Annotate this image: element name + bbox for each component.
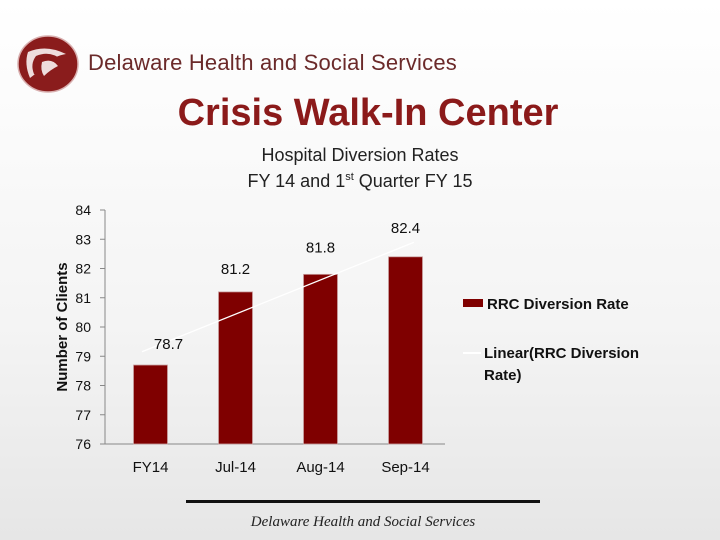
chart-subtitle-line1: Hospital Diversion Rates <box>261 145 459 165</box>
legend-label-trendline: Linear(RRC Diversion Rate) <box>484 345 639 384</box>
page-title: Crisis Walk-In Center <box>177 92 559 134</box>
y-tick-label: 76 <box>75 436 91 452</box>
bar <box>388 256 423 445</box>
data-label: 81.8 <box>306 239 335 256</box>
y-tick-label: 80 <box>75 319 91 335</box>
footer-text: Delaware Health and Social Services <box>250 514 476 530</box>
data-label: 81.2 <box>221 261 250 278</box>
bar <box>303 273 338 445</box>
x-tick-label: FY14 <box>133 459 169 476</box>
bar <box>218 291 253 445</box>
x-tick-label: Jul-14 <box>215 459 256 476</box>
subtitle-line2-sup: st <box>345 171 354 183</box>
org-title: Delaware Health and Social Services <box>88 50 457 75</box>
data-label: 82.4 <box>391 220 420 237</box>
legend-label-bar: RRC Diversion Rate <box>487 296 629 313</box>
chart-subtitle-line2: FY 14 and 1st Quarter FY 15 <box>0 171 720 192</box>
bar <box>133 364 168 445</box>
y-tick-label: 77 <box>75 407 91 423</box>
data-label: 78.7 <box>154 336 183 353</box>
y-tick-label: 82 <box>75 261 91 277</box>
y-tick-label: 78 <box>75 378 91 394</box>
x-tick-label: Aug-14 <box>296 459 344 476</box>
x-tick-label: Sep-14 <box>381 459 429 476</box>
legend-swatch-bar <box>463 299 483 307</box>
trendline <box>141 241 415 353</box>
y-tick-label: 81 <box>75 290 91 306</box>
y-tick-label: 83 <box>75 231 91 247</box>
y-tick-label: 79 <box>75 348 91 364</box>
subtitle-line2-pre: FY 14 and 1 <box>247 171 346 191</box>
dhss-logo <box>17 35 79 93</box>
y-tick-label: 84 <box>75 202 91 218</box>
y-axis-label: Number of Clients <box>54 262 71 391</box>
subtitle-line2-post: Quarter FY 15 <box>353 171 473 191</box>
footer-divider <box>186 500 540 503</box>
